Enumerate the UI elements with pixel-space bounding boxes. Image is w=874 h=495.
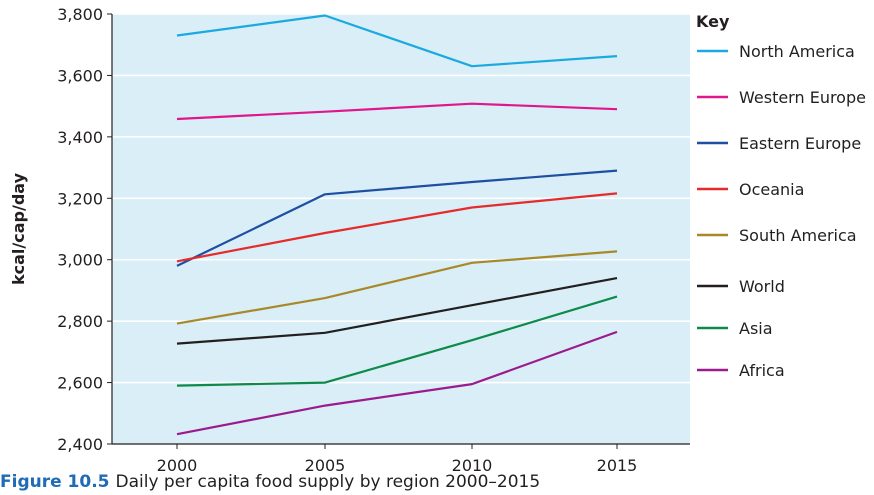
legend-label-africa: Africa bbox=[739, 361, 785, 380]
y-tick-label: 2,400 bbox=[57, 435, 103, 454]
y-tick-label: 2,600 bbox=[57, 374, 103, 393]
y-tick-label: 3,600 bbox=[57, 66, 103, 85]
plot-area bbox=[112, 14, 690, 444]
series-line-western-europe bbox=[176, 102, 618, 121]
y-tick-label: 2,800 bbox=[57, 312, 103, 331]
legend-label-western-europe: Western Europe bbox=[739, 88, 866, 107]
x-tick-labels: 2000 2005 2010 2015 bbox=[157, 444, 638, 472]
x-tick-label: 2010 bbox=[452, 456, 493, 472]
caption-text: Daily per capita food supply by region 2… bbox=[115, 472, 541, 492]
series-line-asia bbox=[176, 295, 618, 387]
y-tick-label: 3,200 bbox=[57, 189, 103, 208]
gridlines bbox=[112, 13, 690, 384]
legend: Key North America Western Europe Eastern E… bbox=[696, 12, 866, 380]
legend-label-north-america: North America bbox=[739, 42, 855, 61]
line-chart: 2,400 2,600 2,800 3,000 3,200 3,400 3,600 3,800… bbox=[9, 5, 866, 472]
series-line-north-america bbox=[176, 14, 618, 68]
figure-caption: Figure 10.5 Daily per capita food supply … bbox=[0, 472, 874, 495]
series-line-eastern-europe bbox=[176, 169, 618, 267]
legend-label-oceania: Oceania bbox=[739, 180, 804, 199]
legend-label-world: World bbox=[739, 277, 785, 296]
y-tick-label: 3,000 bbox=[57, 251, 103, 270]
y-tick-labels: 2,400 2,600 2,800 3,000 3,200 3,400 3,600 3,800 bbox=[57, 5, 112, 454]
series-line-world bbox=[176, 277, 618, 345]
x-tick-label: 2015 bbox=[597, 456, 638, 472]
series-line-south-america bbox=[176, 250, 618, 325]
legend-label-asia: Asia bbox=[739, 319, 773, 338]
series-line-oceania bbox=[176, 192, 618, 263]
x-tick-label: 2000 bbox=[157, 456, 198, 472]
series-line-africa bbox=[176, 330, 618, 436]
y-tick-label: 3,400 bbox=[57, 128, 103, 147]
figure-label: Figure 10.5 bbox=[0, 472, 110, 492]
legend-label-eastern-europe: Eastern Europe bbox=[739, 134, 861, 153]
y-axis-label: kcal/cap/day bbox=[9, 172, 28, 285]
y-tick-label: 3,800 bbox=[57, 5, 103, 24]
legend-title: Key bbox=[696, 12, 730, 31]
x-tick-label: 2005 bbox=[305, 456, 346, 472]
series-lines bbox=[176, 14, 618, 436]
legend-label-south-america: South America bbox=[739, 226, 857, 245]
